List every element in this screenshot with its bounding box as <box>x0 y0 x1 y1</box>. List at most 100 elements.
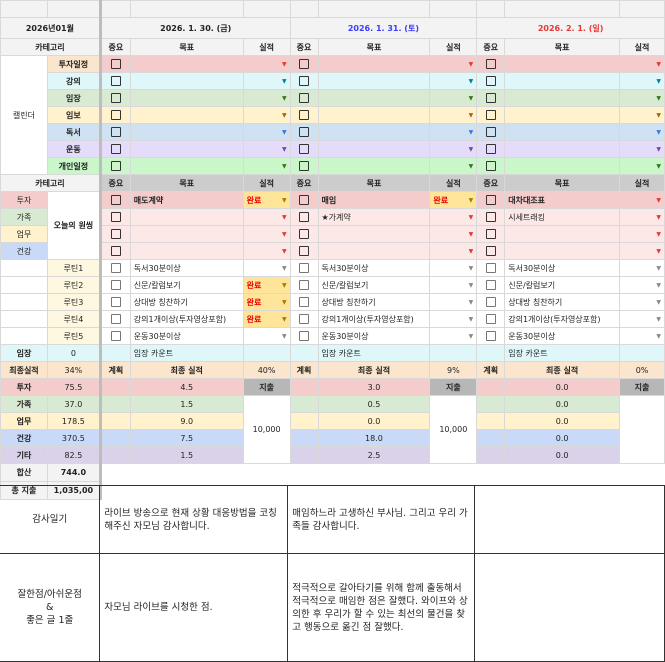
dropdown-arrow-icon[interactable]: ▼ <box>468 162 474 170</box>
calendar-goal[interactable] <box>504 157 621 175</box>
calendar-goal[interactable] <box>504 89 621 107</box>
oneshing-goal[interactable] <box>504 225 621 243</box>
calendar-result[interactable]: ▼ <box>619 123 665 141</box>
dropdown-arrow-icon[interactable]: ▼ <box>656 264 661 272</box>
calendar-checkbox-cell[interactable] <box>98 72 131 90</box>
checkbox[interactable] <box>485 110 496 120</box>
calendar-checkbox-cell[interactable] <box>289 72 319 90</box>
dropdown-arrow-icon[interactable]: ▼ <box>468 60 474 68</box>
dropdown-arrow-icon[interactable]: ▼ <box>281 332 287 340</box>
checkbox[interactable] <box>110 144 121 154</box>
calendar-goal[interactable] <box>129 89 244 107</box>
dropdown-arrow-icon[interactable]: ▼ <box>656 77 661 85</box>
routine-goal[interactable]: 운동30분이상 <box>317 327 431 345</box>
calendar-checkbox-cell[interactable] <box>476 157 506 175</box>
routine-goal[interactable]: 상대방 칭찬하기 <box>504 293 621 311</box>
checkbox[interactable] <box>110 59 121 69</box>
dropdown-arrow-icon[interactable]: ▼ <box>468 94 474 102</box>
checkbox[interactable] <box>299 110 310 120</box>
calendar-checkbox-cell[interactable] <box>476 72 506 90</box>
routine-result[interactable]: ▼ <box>429 276 478 294</box>
oneshing-checkbox-cell[interactable] <box>289 225 319 243</box>
dropdown-arrow-icon[interactable]: ▼ <box>468 298 474 306</box>
plan-cell[interactable] <box>289 429 319 447</box>
dropdown-arrow-icon[interactable]: ▼ <box>468 145 474 153</box>
checkbox[interactable] <box>110 229 121 239</box>
dropdown-arrow-icon[interactable]: ▼ <box>656 196 661 204</box>
checkbox[interactable] <box>110 76 121 86</box>
calendar-goal[interactable] <box>317 106 431 124</box>
routine-checkbox-cell[interactable] <box>289 310 319 328</box>
oneshing-result[interactable]: ▼ <box>429 208 478 226</box>
checkbox[interactable] <box>299 93 310 103</box>
routine-result[interactable]: ▼ <box>619 327 665 345</box>
spend-value[interactable] <box>619 395 665 464</box>
routine-goal[interactable]: 강의1개이상(투자영상포함) <box>504 310 621 328</box>
oneshing-goal[interactable]: 매임 <box>317 191 431 209</box>
dropdown-arrow-icon[interactable]: ▼ <box>656 145 661 153</box>
checkbox[interactable] <box>299 212 310 222</box>
checkbox[interactable] <box>299 195 310 205</box>
oneshing-result[interactable]: ▼ <box>619 225 665 243</box>
checkbox[interactable] <box>110 93 121 103</box>
routine-result[interactable]: ▼ <box>429 327 478 345</box>
calendar-goal[interactable] <box>129 140 244 158</box>
oneshing-result[interactable]: ▼ <box>619 191 665 209</box>
calendar-goal[interactable] <box>317 89 431 107</box>
plan-cell[interactable] <box>476 412 506 430</box>
dropdown-arrow-icon[interactable]: ▼ <box>281 247 287 255</box>
dropdown-arrow-icon[interactable]: ▼ <box>656 94 661 102</box>
calendar-checkbox-cell[interactable] <box>289 106 319 124</box>
oneshing-result[interactable]: ▼ <box>429 242 478 260</box>
good-points-day2[interactable]: 적극적으로 갈아타기를 위해 함께 출동해서 적극적으로 매임한 점은 잘했다.… <box>287 553 476 662</box>
calendar-goal[interactable] <box>317 157 431 175</box>
calendar-checkbox-cell[interactable] <box>476 140 506 158</box>
routine-result[interactable]: ▼ <box>619 276 665 294</box>
oneshing-checkbox-cell[interactable] <box>98 242 131 260</box>
calendar-result[interactable]: ▼ <box>429 72 478 90</box>
calendar-result[interactable]: ▼ <box>429 123 478 141</box>
dropdown-arrow-icon[interactable]: ▼ <box>468 77 474 85</box>
routine-goal[interactable]: 독서30분이상 <box>504 259 621 277</box>
oneshing-checkbox-cell[interactable] <box>98 225 131 243</box>
checkbox[interactable] <box>299 263 310 273</box>
oneshing-checkbox-cell[interactable] <box>289 208 319 226</box>
dropdown-arrow-icon[interactable]: ▼ <box>281 111 287 119</box>
routine-checkbox-cell[interactable] <box>476 327 506 345</box>
checkbox[interactable] <box>299 297 310 307</box>
calendar-goal[interactable] <box>317 55 431 73</box>
dropdown-arrow-icon[interactable]: ▼ <box>468 230 474 238</box>
dropdown-arrow-icon[interactable]: ▼ <box>656 230 661 238</box>
dropdown-arrow-icon[interactable]: ▼ <box>281 145 287 153</box>
checkbox[interactable] <box>110 314 121 324</box>
oneshing-checkbox-cell[interactable] <box>476 191 506 209</box>
dropdown-arrow-icon[interactable]: ▼ <box>281 298 287 306</box>
checkbox[interactable] <box>485 246 496 256</box>
checkbox[interactable] <box>485 297 496 307</box>
dropdown-arrow-icon[interactable]: ▼ <box>281 230 287 238</box>
routine-checkbox-cell[interactable] <box>289 259 319 277</box>
plan-cell[interactable] <box>289 378 319 396</box>
checkbox[interactable] <box>299 229 310 239</box>
oneshing-checkbox-cell[interactable] <box>98 191 131 209</box>
dropdown-arrow-icon[interactable]: ▼ <box>468 111 474 119</box>
plan-cell[interactable] <box>98 395 131 413</box>
oneshing-goal[interactable] <box>129 225 244 243</box>
good-points-day1[interactable]: 자모님 라이브를 시청한 점. <box>99 553 289 662</box>
oneshing-result[interactable]: ▼ <box>242 208 291 226</box>
routine-checkbox-cell[interactable] <box>476 310 506 328</box>
checkbox[interactable] <box>110 331 121 341</box>
calendar-result[interactable]: ▼ <box>242 123 291 141</box>
calendar-checkbox-cell[interactable] <box>289 123 319 141</box>
plan-cell[interactable] <box>289 446 319 464</box>
calendar-goal[interactable] <box>504 106 621 124</box>
routine-goal[interactable]: 강의1개이상(투자영상포함) <box>129 310 244 328</box>
oneshing-goal[interactable] <box>317 242 431 260</box>
dropdown-arrow-icon[interactable]: ▼ <box>281 264 287 272</box>
dropdown-arrow-icon[interactable]: ▼ <box>656 315 661 323</box>
plan-cell[interactable] <box>476 446 506 464</box>
checkbox[interactable] <box>110 297 121 307</box>
calendar-result[interactable]: ▼ <box>429 140 478 158</box>
calendar-result[interactable]: ▼ <box>242 157 291 175</box>
calendar-result[interactable]: ▼ <box>619 157 665 175</box>
